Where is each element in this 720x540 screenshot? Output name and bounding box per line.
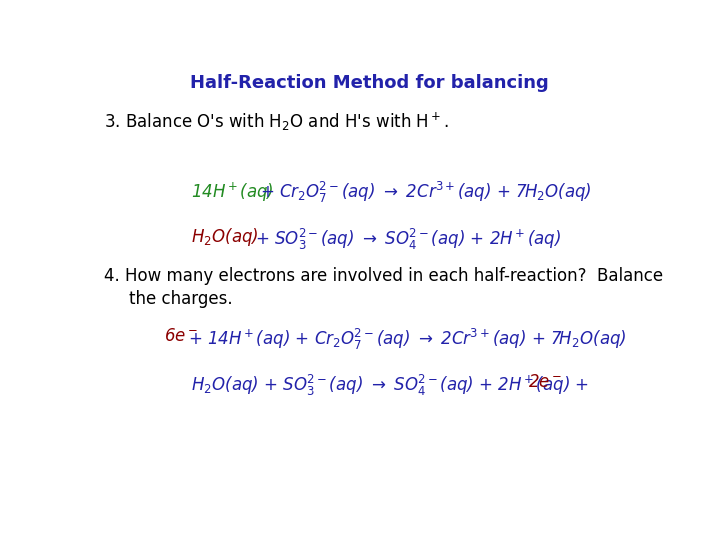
Text: + SO$_3^{2-}$(aq) $\rightarrow$ SO$_4^{2-}$(aq) + 2H$^+$(aq): + SO$_3^{2-}$(aq) $\rightarrow$ SO$_4^{2… [255, 226, 562, 252]
Text: Half-Reaction Method for balancing: Half-Reaction Method for balancing [189, 74, 549, 92]
Text: + Cr$_2$O$_7^{2-}$(aq) $\rightarrow$ 2Cr$^{3+}$(aq) + 7H$_2$O(aq): + Cr$_2$O$_7^{2-}$(aq) $\rightarrow$ 2Cr… [261, 180, 593, 205]
Text: H$_2$O(aq) + SO$_3^{2-}$(aq) $\rightarrow$ SO$_4^{2-}$(aq) + 2H$^+$(aq) +: H$_2$O(aq) + SO$_3^{2-}$(aq) $\rightarro… [191, 373, 589, 398]
Text: 4. How many electrons are involved in each half-reaction?  Balance: 4. How many electrons are involved in ea… [104, 267, 663, 285]
Text: the charges.: the charges. [129, 291, 233, 308]
Text: H$_2$O(aq): H$_2$O(aq) [191, 226, 258, 248]
Text: 3. Balance O's with H$_2$O and H's with H$^+$.: 3. Balance O's with H$_2$O and H's with … [104, 111, 449, 133]
Text: 6e$^-$: 6e$^-$ [163, 327, 197, 345]
Text: 14H$^+$(aq): 14H$^+$(aq) [191, 180, 274, 204]
Text: + 14H$^+$(aq) + Cr$_2$O$_7^{2-}$(aq) $\rightarrow$ 2Cr$^{3+}$(aq) + 7H$_2$O(aq): + 14H$^+$(aq) + Cr$_2$O$_7^{2-}$(aq) $\r… [189, 327, 627, 352]
Text: 2e$^-$: 2e$^-$ [528, 373, 562, 391]
